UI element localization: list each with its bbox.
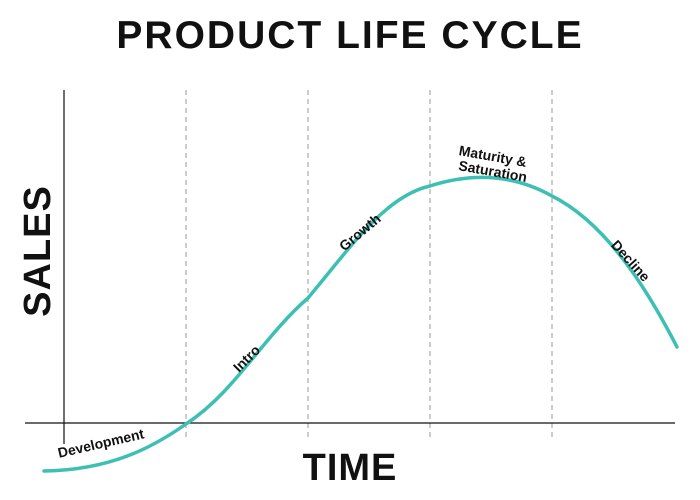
stage-label-growth: Growth [336, 210, 384, 254]
y-axis-label: SALES [17, 185, 59, 317]
sales-curve [42, 175, 679, 473]
stage-label-intro: Intro [230, 342, 263, 375]
x-axis-label: TIME [303, 447, 398, 489]
stage-label-decline: Decline [608, 237, 653, 285]
diagram-title: PRODUCT LIFE CYCLE [116, 14, 584, 57]
stage-dividers [185, 90, 553, 437]
